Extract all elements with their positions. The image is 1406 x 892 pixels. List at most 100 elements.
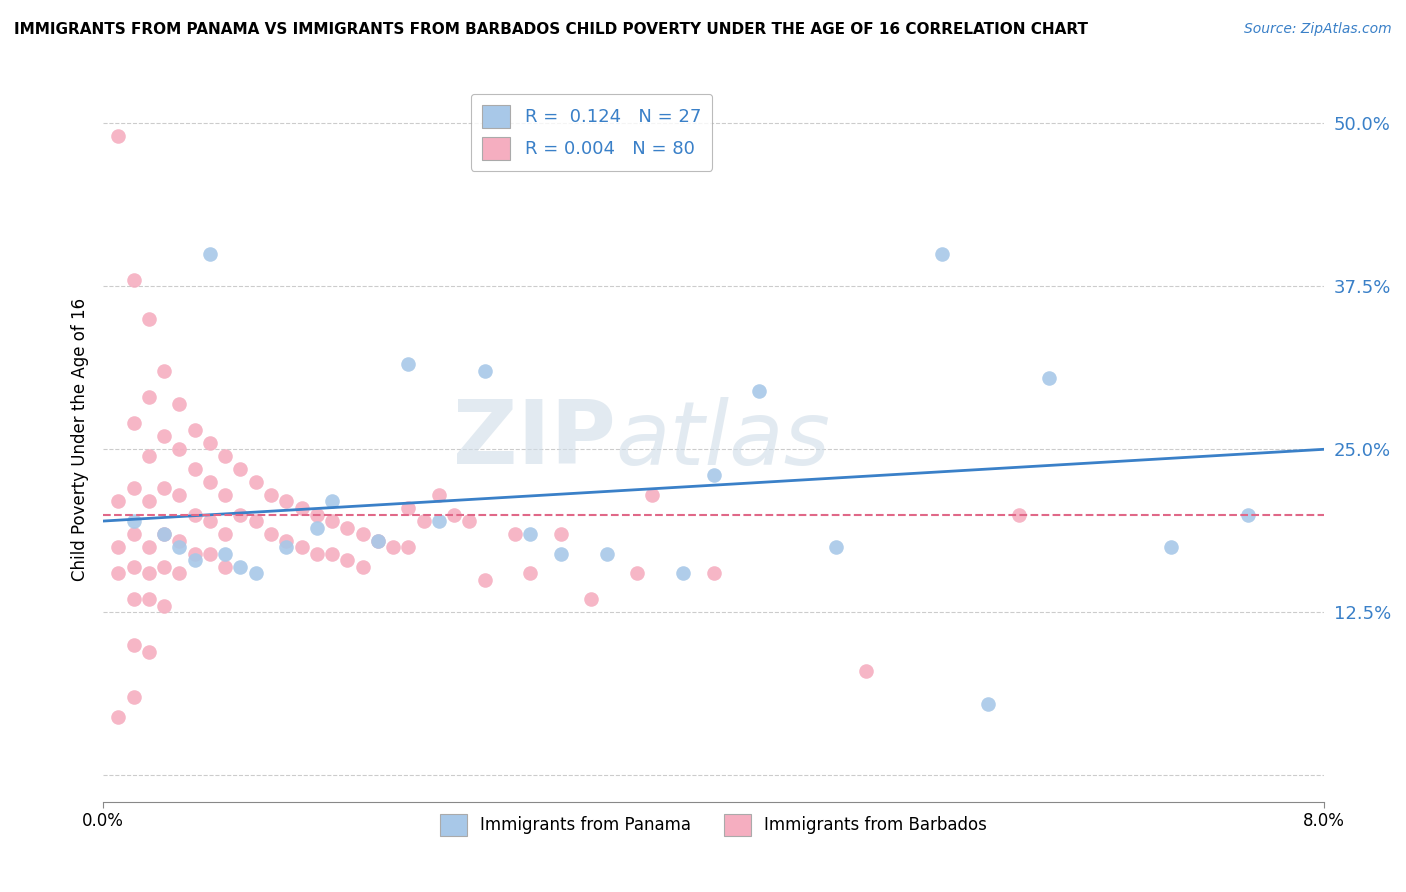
Point (367, 533, 389, 548)
Point (641, 488, 664, 502)
Point (122, 416, 145, 430)
Point (474, 573, 496, 587)
Point (169, 488, 191, 502)
Point (229, 559, 252, 574)
Point (138, 592, 160, 607)
Point (169, 566, 191, 581)
Point (336, 553, 359, 567)
Point (107, 566, 129, 581)
Point (183, 547, 205, 561)
Point (107, 494, 129, 508)
Point (214, 488, 236, 502)
Point (198, 547, 221, 561)
Point (412, 514, 434, 528)
Point (290, 501, 312, 516)
Point (305, 520, 328, 534)
Point (153, 527, 176, 541)
Point (107, 540, 129, 554)
Point (153, 559, 176, 574)
Point (122, 273, 145, 287)
Point (122, 638, 145, 652)
Point (107, 129, 129, 144)
Point (260, 527, 283, 541)
Point (626, 566, 648, 581)
Point (138, 311, 160, 326)
Point (276, 540, 298, 554)
Point (122, 690, 145, 705)
Point (396, 358, 419, 372)
Point (138, 494, 160, 508)
Point (138, 390, 160, 404)
Point (427, 514, 450, 528)
Point (153, 482, 176, 496)
Point (183, 553, 205, 567)
Point (702, 468, 724, 483)
Point (305, 547, 328, 561)
Point (183, 462, 205, 476)
Point (214, 559, 236, 574)
Point (427, 488, 450, 502)
Point (352, 559, 374, 574)
Point (824, 540, 846, 554)
Point (931, 246, 953, 260)
Point (305, 508, 328, 522)
Point (336, 520, 359, 534)
Point (122, 592, 145, 607)
Point (153, 364, 176, 378)
Point (596, 547, 619, 561)
Point (855, 664, 877, 678)
Point (122, 559, 145, 574)
Point (443, 508, 465, 522)
Point (321, 514, 343, 528)
Point (458, 514, 481, 528)
Text: IMMIGRANTS FROM PANAMA VS IMMIGRANTS FROM BARBADOS CHILD POVERTY UNDER THE AGE O: IMMIGRANTS FROM PANAMA VS IMMIGRANTS FRO… (14, 22, 1088, 37)
Point (396, 540, 419, 554)
Point (122, 527, 145, 541)
Point (122, 482, 145, 496)
Point (748, 384, 770, 398)
Point (672, 566, 695, 581)
Point (138, 644, 160, 658)
Point (214, 547, 236, 561)
Legend: Immigrants from Panama, Immigrants from Barbados: Immigrants from Panama, Immigrants from … (432, 805, 995, 844)
Point (153, 527, 176, 541)
Point (276, 494, 298, 508)
Point (169, 533, 191, 548)
Point (260, 488, 283, 502)
Point (245, 514, 267, 528)
Point (519, 527, 541, 541)
Point (352, 527, 374, 541)
Point (702, 566, 724, 581)
Point (214, 449, 236, 463)
Point (396, 501, 419, 516)
Point (550, 547, 572, 561)
Point (183, 508, 205, 522)
Point (977, 697, 1000, 711)
Point (214, 527, 236, 541)
Point (153, 429, 176, 443)
Text: Source: ZipAtlas.com: Source: ZipAtlas.com (1244, 22, 1392, 37)
Text: atlas: atlas (616, 397, 831, 483)
Point (382, 540, 405, 554)
Point (122, 514, 145, 528)
Point (474, 364, 496, 378)
Point (198, 435, 221, 450)
Point (321, 547, 343, 561)
Point (581, 592, 603, 607)
Point (1038, 370, 1060, 384)
Point (321, 494, 343, 508)
Y-axis label: Child Poverty Under the Age of 16: Child Poverty Under the Age of 16 (72, 298, 89, 581)
Point (229, 462, 252, 476)
Point (183, 423, 205, 437)
Point (519, 566, 541, 581)
Point (198, 246, 221, 260)
Point (198, 475, 221, 489)
Point (107, 710, 129, 724)
Point (367, 533, 389, 548)
Point (169, 442, 191, 457)
Point (1236, 508, 1258, 522)
Point (503, 527, 526, 541)
Point (169, 396, 191, 410)
Point (169, 540, 191, 554)
Point (153, 599, 176, 613)
